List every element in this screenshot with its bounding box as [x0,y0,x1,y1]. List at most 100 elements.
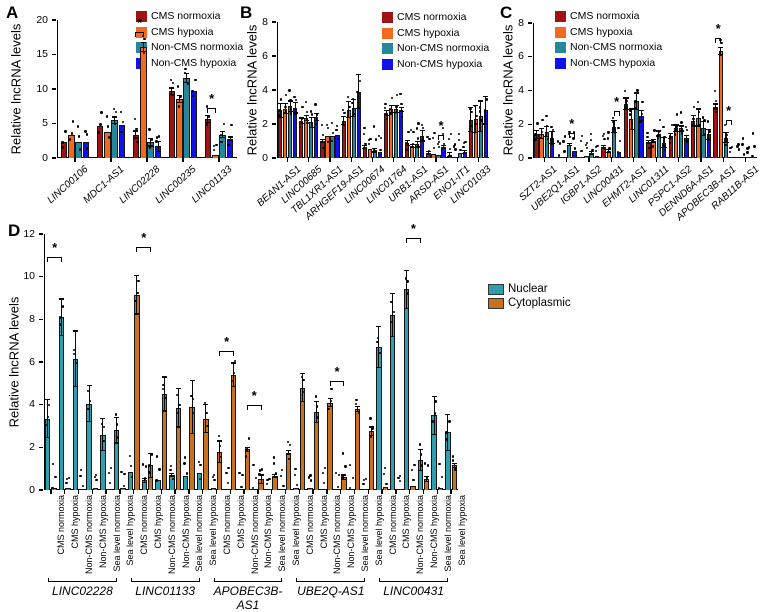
bar [196,472,203,490]
data-point-dot [335,129,338,132]
legend-label: Non-CMS normoxia [397,42,490,54]
x-tick-label: LINC00235 [153,164,199,207]
error-bar-cap [473,131,479,134]
x-tick-label: LINC00106 [45,164,91,207]
data-point-dot [747,146,751,149]
data-point-dot [101,422,104,425]
data-point-dot [178,403,181,407]
legend-label: Non-CMS hypoxia [570,56,656,69]
x-tick-mark [414,158,416,162]
data-point-dot [293,473,297,477]
data-point-dot [464,141,467,144]
x-tick-mark [700,158,702,162]
x-tick-mark [64,490,66,494]
data-point-dot [288,443,291,447]
data-point-dot [563,135,567,138]
data-point-dot [332,131,335,135]
data-point-dot [225,471,228,475]
x-tick-label: CMS normoxia [56,495,67,555]
x-tick-label: CMS hypoxia [318,495,329,549]
error-bar [260,475,262,484]
data-point-dot [211,475,214,479]
data-point-dot [185,472,188,475]
error-bar-cap [292,102,298,104]
data-point-dot [183,456,187,459]
data-point-dot [223,122,226,125]
error-bar-cap [589,150,595,152]
sig-star: * [52,240,58,256]
data-point-dot [176,411,179,415]
data-point-dot [324,466,327,470]
data-point-dot [536,122,539,125]
x-tick-label: Sea level hypoxia [373,495,384,566]
sig-star: * [614,93,620,109]
x-tick-mark [477,158,480,162]
data-point-dot [438,462,441,466]
data-point-dot [358,79,361,83]
data-point-dot [405,292,409,295]
bar [330,135,335,158]
bar [561,157,567,159]
data-point-dot [136,291,139,295]
data-point-dot [720,41,723,45]
bar [106,488,113,491]
error-bar [294,102,296,113]
data-point-dot [284,93,288,97]
error-bar-cap [368,426,375,428]
data-point-dot [378,352,382,355]
data-point-dot [194,79,197,82]
data-point-dot [440,475,444,479]
x-tick-label: Non-CMS normoxia [415,495,426,575]
x-tick-label: Sea level normoxia [111,495,122,572]
legend-label: CMS normoxia [570,10,640,22]
data-point-dot [330,139,334,143]
y-tick-label: 4 [29,398,35,411]
error-bar [364,145,366,149]
error-bar [301,373,304,402]
bar [334,488,341,491]
error-bar-cap [451,462,457,464]
error-bar [480,101,482,132]
data-point-dot [327,407,330,410]
data-point-dot [327,126,330,130]
data-point-dot [572,131,576,134]
bar [436,154,441,158]
error-bar [641,110,643,121]
x-tick-label: CMS hypoxia [153,495,163,549]
error-bar-cap [403,269,410,271]
data-point-dot [78,135,81,138]
legend-label: CMS hypoxia [570,25,633,38]
x-tick-label: CMS hypoxia [401,495,412,549]
bar [348,488,355,491]
data-point-dot [238,471,241,475]
data-point-dot [639,120,642,124]
error-bar-cap [690,115,696,117]
data-point-dot [229,135,232,139]
data-point-dot [607,131,610,134]
data-point-dot [183,462,186,465]
data-point-dot [240,485,243,489]
legend-swatch [488,284,504,295]
data-point-dot [362,482,365,486]
data-point-dot [85,147,88,150]
error-bar-cap [713,108,719,110]
y-tick-mark [527,56,532,58]
x-tick-mark [677,158,680,162]
data-point-dot [594,145,598,149]
data-point-dot [134,117,137,120]
data-point-dot [321,471,325,475]
data-point-dot [589,138,593,142]
bar [394,108,399,158]
data-point-dot [47,415,50,418]
bar [251,488,258,491]
bar [320,488,327,491]
data-point-dot [206,424,209,427]
legend-label: Non-CMS hypoxia [397,57,483,70]
data-point-dot [51,486,54,490]
y-tick-mark [527,157,532,159]
bar [341,120,346,158]
data-point-dot [475,114,478,118]
data-point-dot [379,137,383,140]
data-point-dot [628,113,632,116]
data-point-dot [348,487,351,490]
